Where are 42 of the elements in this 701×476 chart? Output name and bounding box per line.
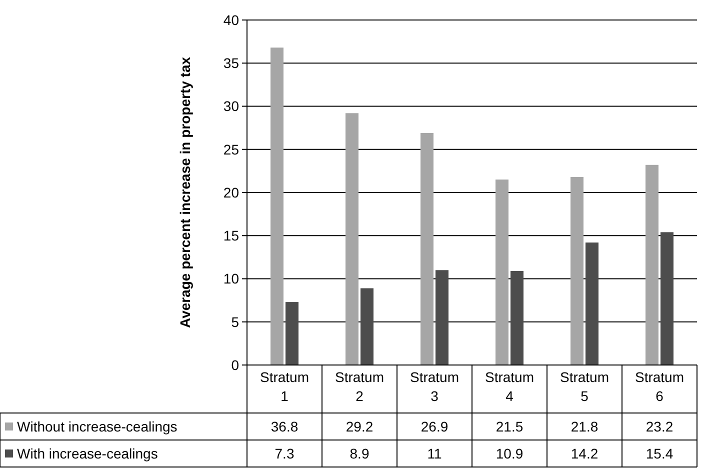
y-tick-label: 40 (223, 12, 240, 28)
bar (346, 113, 358, 365)
legend-label: With increase-cealings (17, 445, 158, 462)
data-label: 36.8 (270, 418, 298, 434)
bar (496, 180, 508, 365)
bar (436, 270, 448, 365)
data-label: 10.9 (496, 445, 524, 462)
data-label: 11 (427, 445, 442, 462)
y-tick-label: 20 (223, 184, 240, 200)
y-tick-label: 5 (231, 314, 240, 330)
x-tick-label: Stratum 6 (634, 369, 684, 404)
x-tick-label: Stratum 4 (484, 369, 534, 404)
y-axis-title: Average percent increase in property tax (177, 56, 193, 328)
x-tick-label: Stratum 3 (410, 369, 460, 404)
bar (420, 132, 434, 365)
bar (660, 232, 674, 365)
legend-label: Without increase-cealings (17, 418, 178, 434)
y-tick-label: 0 (231, 356, 240, 373)
y-tick-label: 25 (223, 141, 240, 158)
data-label: 7.3 (274, 445, 294, 462)
data-label: 14.2 (570, 445, 598, 462)
y-tick-label: 10 (223, 270, 240, 287)
y-tick-label: 15 (223, 228, 240, 244)
bar (286, 302, 298, 365)
data-label: 26.9 (420, 418, 448, 434)
data-label: 29.2 (346, 418, 374, 434)
data-label: 15.4 (646, 445, 674, 462)
bar (510, 270, 524, 365)
data-label: 23.2 (646, 418, 674, 434)
x-tick-label: Stratum 5 (560, 369, 610, 404)
bar (646, 164, 658, 365)
bar (586, 242, 598, 365)
bar (360, 288, 374, 365)
x-tick-label: Stratum 2 (334, 369, 384, 404)
bar (270, 48, 284, 365)
data-label: 21.5 (496, 418, 524, 434)
x-tick-label: Stratum 1 (260, 369, 310, 404)
data-label: 8.9 (350, 445, 370, 462)
bar (570, 176, 584, 365)
y-tick-label: 30 (223, 98, 240, 114)
data-label: 21.8 (570, 418, 598, 434)
y-tick-label: 35 (223, 55, 240, 72)
